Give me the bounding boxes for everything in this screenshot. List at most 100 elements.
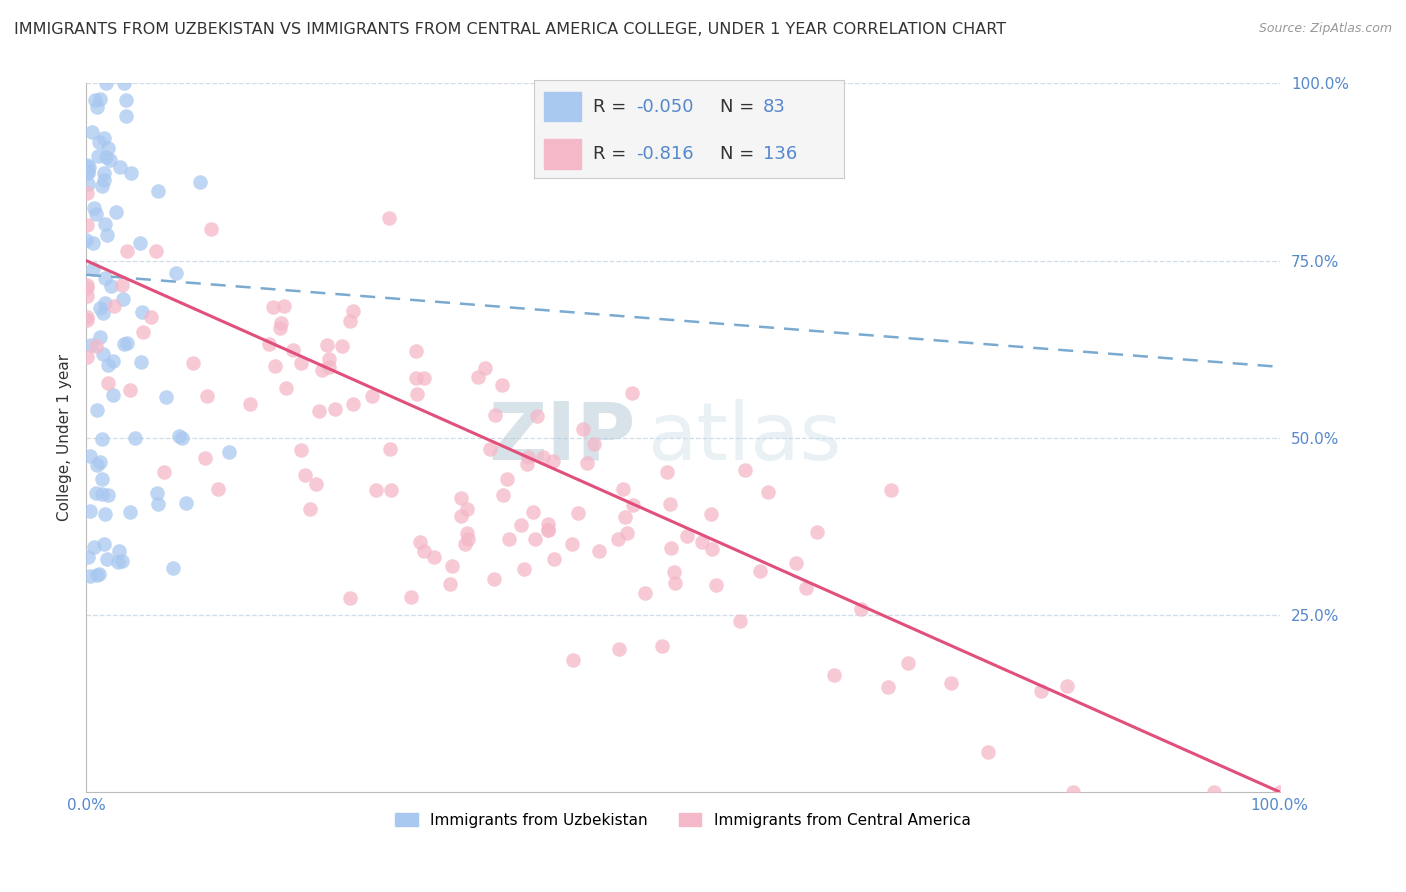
Point bbox=[269, 321, 291, 335]
Point bbox=[155, 390, 177, 404]
Point bbox=[76, 310, 98, 324]
Point bbox=[294, 468, 316, 483]
Point bbox=[467, 370, 489, 384]
Point bbox=[659, 541, 682, 555]
Point bbox=[97, 488, 120, 502]
Point bbox=[94, 77, 117, 91]
Point bbox=[377, 211, 399, 226]
Point bbox=[413, 371, 436, 385]
Point bbox=[614, 510, 637, 524]
Point bbox=[522, 505, 544, 519]
Point bbox=[298, 501, 321, 516]
Point bbox=[153, 466, 176, 480]
Point bbox=[409, 534, 432, 549]
Point bbox=[101, 388, 124, 402]
Point bbox=[734, 462, 756, 476]
Text: R =: R = bbox=[593, 98, 633, 116]
Point bbox=[91, 433, 114, 447]
Point bbox=[939, 676, 962, 690]
Point bbox=[93, 537, 115, 551]
Point bbox=[264, 359, 287, 373]
Point bbox=[239, 396, 262, 410]
Point bbox=[567, 506, 589, 520]
Point bbox=[195, 389, 218, 403]
Point bbox=[651, 640, 673, 654]
Point bbox=[543, 552, 565, 566]
Point bbox=[607, 641, 630, 656]
Point bbox=[513, 562, 536, 576]
Point bbox=[96, 551, 118, 566]
Point bbox=[77, 164, 100, 178]
Text: IMMIGRANTS FROM UZBEKISTAN VS IMMIGRANTS FROM CENTRAL AMERICA COLLEGE, UNDER 1 Y: IMMIGRANTS FROM UZBEKISTAN VS IMMIGRANTS… bbox=[14, 22, 1007, 37]
Point bbox=[523, 532, 546, 546]
Point bbox=[262, 300, 284, 314]
Point bbox=[183, 356, 205, 370]
Point bbox=[111, 277, 134, 292]
Point bbox=[702, 542, 724, 557]
Point bbox=[423, 549, 446, 564]
Point bbox=[93, 271, 115, 285]
Point bbox=[756, 484, 779, 499]
Point bbox=[405, 371, 427, 385]
Point bbox=[576, 456, 599, 470]
Point bbox=[413, 544, 436, 558]
Point bbox=[457, 532, 479, 546]
Point bbox=[98, 153, 121, 168]
Point bbox=[103, 299, 125, 313]
Point bbox=[111, 292, 134, 306]
Point bbox=[83, 540, 105, 554]
Point bbox=[456, 502, 478, 516]
Point bbox=[360, 388, 382, 402]
Point bbox=[76, 158, 98, 172]
Point bbox=[704, 578, 727, 592]
Point bbox=[456, 526, 478, 541]
Point bbox=[84, 93, 107, 107]
Point bbox=[537, 523, 560, 537]
Point bbox=[441, 558, 464, 573]
Point bbox=[91, 178, 114, 193]
Point bbox=[290, 443, 312, 458]
Point bbox=[474, 361, 496, 376]
Text: R =: R = bbox=[593, 145, 633, 163]
Point bbox=[561, 652, 583, 666]
Point bbox=[218, 445, 240, 459]
Point bbox=[806, 524, 828, 539]
Point bbox=[86, 403, 108, 417]
Point bbox=[100, 279, 122, 293]
Point bbox=[75, 233, 97, 247]
Point bbox=[380, 483, 402, 497]
Legend: Immigrants from Uzbekistan, Immigrants from Central America: Immigrants from Uzbekistan, Immigrants f… bbox=[389, 806, 977, 834]
Point bbox=[876, 680, 898, 694]
Point bbox=[450, 509, 472, 524]
Point bbox=[131, 304, 153, 318]
Point bbox=[131, 325, 153, 339]
Point bbox=[94, 507, 117, 521]
Point bbox=[146, 185, 169, 199]
Point bbox=[76, 549, 98, 564]
Point bbox=[479, 442, 502, 456]
Point bbox=[620, 386, 643, 401]
Point bbox=[588, 544, 610, 558]
Point bbox=[87, 135, 110, 149]
Point bbox=[516, 457, 538, 471]
Point bbox=[655, 465, 678, 479]
Point bbox=[115, 93, 138, 107]
Point bbox=[82, 236, 104, 251]
Point bbox=[174, 496, 197, 510]
Point bbox=[561, 537, 583, 551]
Point bbox=[699, 508, 721, 522]
Point bbox=[785, 557, 807, 571]
Point bbox=[318, 359, 340, 374]
Point bbox=[823, 668, 845, 682]
Point bbox=[1204, 785, 1226, 799]
Point bbox=[145, 486, 167, 500]
Point bbox=[318, 351, 340, 366]
Y-axis label: College, Under 1 year: College, Under 1 year bbox=[58, 354, 72, 521]
Point bbox=[93, 130, 115, 145]
Point bbox=[526, 409, 548, 424]
Point bbox=[96, 150, 118, 164]
Point bbox=[115, 109, 138, 123]
Point bbox=[484, 408, 506, 422]
Point bbox=[77, 166, 100, 180]
Point bbox=[79, 568, 101, 582]
